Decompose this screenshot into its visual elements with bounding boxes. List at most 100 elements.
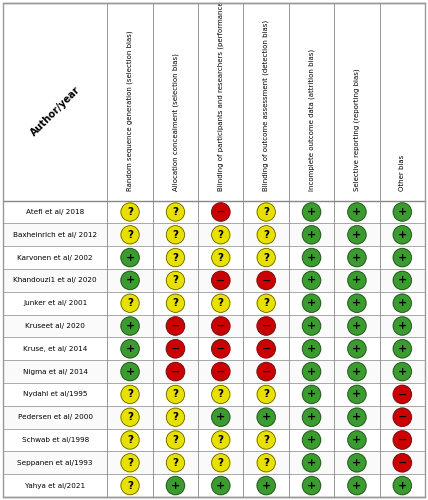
Text: −: − xyxy=(216,366,226,376)
Text: −: − xyxy=(262,344,271,354)
Text: Blinding of participants and researchers (performance bias): Blinding of participants and researchers… xyxy=(217,0,224,190)
Text: +: + xyxy=(352,435,362,445)
Text: +: + xyxy=(171,480,180,490)
Circle shape xyxy=(212,431,230,449)
Circle shape xyxy=(121,203,139,221)
Circle shape xyxy=(166,317,184,335)
Text: +: + xyxy=(352,458,362,468)
Text: Yahya et al/2021: Yahya et al/2021 xyxy=(25,482,85,488)
Text: +: + xyxy=(352,298,362,308)
Text: −: − xyxy=(216,344,226,354)
Text: ?: ? xyxy=(263,435,269,445)
Circle shape xyxy=(121,294,139,312)
Circle shape xyxy=(166,203,184,221)
Circle shape xyxy=(257,454,275,472)
Circle shape xyxy=(393,362,411,380)
Text: ?: ? xyxy=(263,390,269,400)
Text: +: + xyxy=(352,230,362,240)
Text: +: + xyxy=(216,480,226,490)
Text: ?: ? xyxy=(218,390,224,400)
Text: Kruse, et al/ 2014: Kruse, et al/ 2014 xyxy=(23,346,87,352)
Bar xyxy=(3,224,425,246)
Circle shape xyxy=(257,386,275,404)
Circle shape xyxy=(393,431,411,449)
Bar xyxy=(3,314,425,338)
Text: Incomplete outcome data (attrition bias): Incomplete outcome data (attrition bias) xyxy=(308,48,315,191)
Text: Baxheinrich et al/ 2012: Baxheinrich et al/ 2012 xyxy=(13,232,97,238)
Circle shape xyxy=(212,272,230,289)
Circle shape xyxy=(166,431,184,449)
Text: −: − xyxy=(171,321,180,331)
Text: +: + xyxy=(307,390,316,400)
Circle shape xyxy=(348,408,366,426)
Circle shape xyxy=(166,226,184,244)
Circle shape xyxy=(303,248,321,266)
Circle shape xyxy=(393,454,411,472)
Text: −: − xyxy=(398,458,407,468)
Bar xyxy=(3,428,425,452)
Text: +: + xyxy=(398,344,407,354)
Text: ?: ? xyxy=(127,230,133,240)
Text: Nigma et al/ 2014: Nigma et al/ 2014 xyxy=(23,368,88,374)
Text: −: − xyxy=(398,435,407,445)
Circle shape xyxy=(166,248,184,266)
Text: +: + xyxy=(307,435,316,445)
Circle shape xyxy=(257,431,275,449)
Text: Pedersen et al/ 2000: Pedersen et al/ 2000 xyxy=(18,414,93,420)
Circle shape xyxy=(166,272,184,289)
Text: Nydahl et al/1995: Nydahl et al/1995 xyxy=(23,392,87,398)
Text: +: + xyxy=(307,321,316,331)
Text: Author/year: Author/year xyxy=(29,85,82,138)
Text: Random sequence generation (selection bias): Random sequence generation (selection bi… xyxy=(127,30,133,190)
Text: −: − xyxy=(398,390,407,400)
Text: ?: ? xyxy=(263,252,269,262)
Text: +: + xyxy=(307,276,316,285)
Text: −: − xyxy=(216,207,226,217)
Bar xyxy=(3,383,425,406)
Circle shape xyxy=(121,226,139,244)
Text: −: − xyxy=(171,344,180,354)
Text: +: + xyxy=(352,390,362,400)
Circle shape xyxy=(121,340,139,358)
Circle shape xyxy=(212,226,230,244)
Circle shape xyxy=(121,248,139,266)
Circle shape xyxy=(303,294,321,312)
Text: −: − xyxy=(398,412,407,422)
Circle shape xyxy=(393,248,411,266)
Circle shape xyxy=(348,226,366,244)
Text: +: + xyxy=(398,366,407,376)
Text: +: + xyxy=(352,366,362,376)
Circle shape xyxy=(121,362,139,380)
Circle shape xyxy=(212,248,230,266)
Circle shape xyxy=(212,362,230,380)
Circle shape xyxy=(393,476,411,494)
Text: +: + xyxy=(262,412,271,422)
Circle shape xyxy=(121,317,139,335)
Text: +: + xyxy=(352,276,362,285)
Bar xyxy=(3,269,425,292)
Circle shape xyxy=(212,317,230,335)
Circle shape xyxy=(303,317,321,335)
Text: +: + xyxy=(125,366,135,376)
Circle shape xyxy=(393,226,411,244)
Bar xyxy=(3,406,425,428)
Circle shape xyxy=(166,362,184,380)
Circle shape xyxy=(212,476,230,494)
Circle shape xyxy=(303,272,321,289)
Bar xyxy=(3,3,425,200)
Text: +: + xyxy=(262,480,271,490)
Text: +: + xyxy=(398,298,407,308)
Circle shape xyxy=(212,454,230,472)
Circle shape xyxy=(303,454,321,472)
Circle shape xyxy=(303,408,321,426)
Circle shape xyxy=(212,203,230,221)
Circle shape xyxy=(348,294,366,312)
Circle shape xyxy=(393,317,411,335)
Text: ?: ? xyxy=(172,390,178,400)
Circle shape xyxy=(257,340,275,358)
Circle shape xyxy=(212,340,230,358)
Text: Other bias: Other bias xyxy=(399,154,405,190)
Circle shape xyxy=(166,340,184,358)
Text: ?: ? xyxy=(218,435,224,445)
Text: +: + xyxy=(352,321,362,331)
